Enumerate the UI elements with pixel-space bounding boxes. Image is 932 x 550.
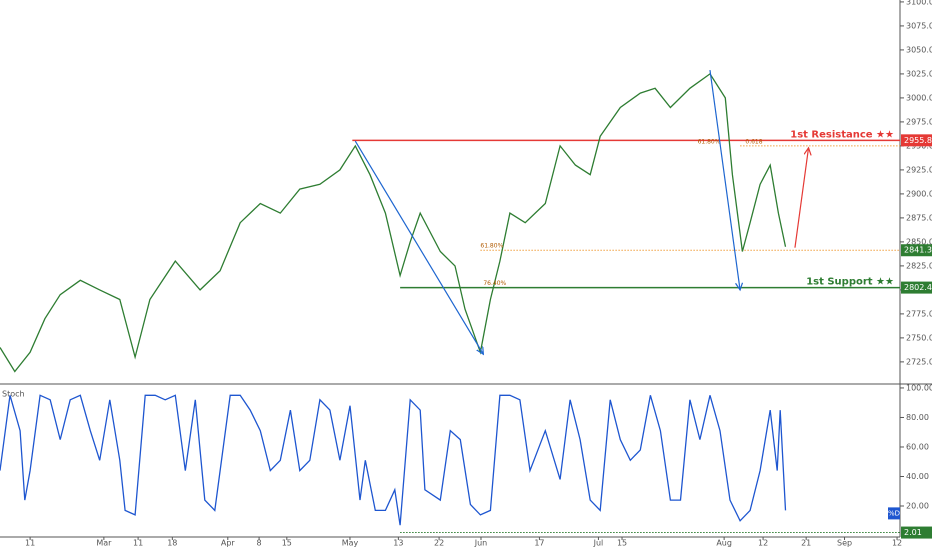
y-tick-label: 2900.0	[906, 189, 932, 198]
arrow	[709, 69, 740, 290]
price-tag-label: 2841.3	[904, 246, 932, 255]
level-label: 1st Resistance ★★	[790, 129, 894, 140]
legend-tag	[888, 507, 900, 520]
y-tick-label: 2850.0	[906, 237, 932, 246]
x-tick-label: Sep	[837, 539, 852, 548]
price-tag	[901, 281, 932, 294]
annotation: 61.80%	[480, 243, 503, 250]
x-tick-label: 21	[801, 539, 811, 548]
x-tick-label: Jul	[593, 539, 604, 548]
y-tick-label: 100.00	[906, 383, 932, 392]
x-tick-label: 13	[393, 539, 403, 548]
annotation: 76.40%	[483, 280, 506, 287]
x-tick-label: 12	[758, 539, 768, 548]
y-tick-label: 3025.0	[906, 69, 932, 78]
y-tick-label: 60.00	[906, 442, 929, 451]
x-tick-label: May	[342, 539, 359, 548]
y-tick-label: 2775.0	[906, 309, 932, 318]
x-tick-label: Jun	[474, 539, 488, 548]
level-label: 1st Support ★★	[806, 277, 894, 288]
price-tag	[901, 134, 932, 147]
price-tag	[901, 526, 932, 539]
x-tick-label: 11	[25, 539, 35, 548]
x-tick-label: 15	[617, 539, 627, 548]
y-tick-label: 20.00	[906, 502, 929, 511]
price-tag-label: 2802.4	[904, 283, 932, 292]
panel-title: Stoch	[2, 390, 25, 399]
annotation: 0.618	[745, 138, 762, 145]
data-line	[0, 72, 787, 373]
x-tick-label: Aug	[716, 539, 732, 548]
y-tick-label: 80.00	[906, 413, 929, 422]
x-tick-label: 15	[282, 539, 292, 548]
y-tick-label: 3075.0	[906, 21, 932, 30]
x-tick-label: 22	[434, 539, 444, 548]
y-tick-label: 2875.0	[906, 213, 932, 222]
annotation: 61.80%	[698, 138, 721, 145]
arrow	[354, 140, 483, 354]
x-tick-label: Mar	[96, 539, 112, 548]
y-tick-label: 2975.0	[906, 117, 932, 126]
x-tick-label: 12	[892, 539, 902, 548]
price-tag-label: 2.01	[904, 528, 922, 537]
x-tick-label: 8	[257, 539, 262, 548]
y-tick-label: 2925.0	[906, 165, 932, 174]
y-tick-label: 3000.0	[906, 93, 932, 102]
price-tag-label: 2955.8	[904, 136, 932, 145]
y-tick-label: 2750.0	[906, 333, 932, 342]
y-tick-label: 3050.0	[906, 45, 932, 54]
price-tag	[901, 244, 932, 257]
y-tick-label: 3100.0	[906, 0, 932, 6]
arrow	[794, 148, 809, 248]
y-tick-label: 40.00	[906, 472, 929, 481]
y-tick-label: 2825.0	[906, 261, 932, 270]
x-tick-label: 17	[534, 539, 544, 548]
x-tick-label: 11	[133, 539, 143, 548]
x-tick-label: Apr	[221, 539, 236, 548]
legend-label: %D	[888, 509, 900, 517]
y-tick-label: 2725.0	[906, 357, 932, 366]
x-tick-label: 18	[167, 539, 177, 548]
data-line	[0, 394, 787, 526]
